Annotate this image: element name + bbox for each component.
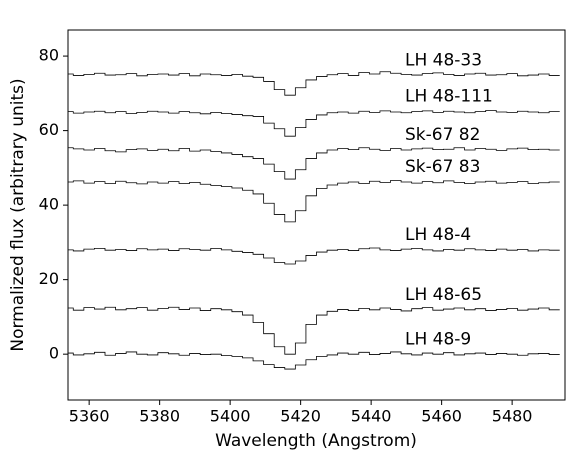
series-label: Sk-67 82 — [405, 125, 480, 145]
series-label: LH 48-33 — [405, 50, 482, 70]
spectrum — [68, 306, 560, 355]
spectrum — [68, 147, 560, 180]
x-tick-label: 5440 — [351, 407, 392, 426]
plot-frame — [67, 29, 566, 401]
x-tick-label: 5400 — [210, 407, 251, 426]
spectrum — [68, 110, 560, 137]
y-tick-label: 40 — [39, 195, 59, 214]
y-tick-label: 80 — [39, 46, 59, 65]
series-label: Sk-67 83 — [405, 157, 480, 177]
spectrum — [68, 351, 560, 370]
x-tick-label: 5420 — [280, 407, 321, 426]
series-label: LH 48-65 — [405, 285, 482, 305]
x-tick-label: 5480 — [492, 407, 533, 426]
series-label: LH 48-9 — [405, 330, 471, 350]
x-tick-label: 5380 — [139, 407, 180, 426]
x-axis-label: Wavelength (Angstrom) — [215, 431, 417, 451]
spectrum — [68, 71, 560, 96]
spectrum — [68, 247, 560, 265]
x-tick-label: 5360 — [69, 407, 110, 426]
y-axis-label: Normalized flux (arbitrary units) — [8, 78, 28, 351]
y-tick-label: 20 — [39, 269, 59, 288]
series-label: LH 48-4 — [405, 225, 471, 245]
plot-area — [68, 71, 560, 370]
y-tick-label: 60 — [39, 120, 59, 139]
spectrum — [68, 180, 560, 223]
y-tick-label: 0 — [49, 344, 59, 363]
x-tick-label: 5460 — [421, 407, 462, 426]
series-label: LH 48-111 — [405, 87, 493, 107]
